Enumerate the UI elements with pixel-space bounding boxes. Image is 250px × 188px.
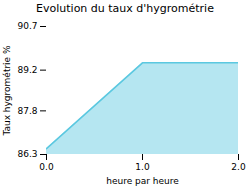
html-text:Evolution du taux d'hygrométri: Evolution du taux d'hygrométrie <box>36 2 214 15</box>
svg-text:Taux hygrométrie %: Taux hygrométrie % <box>2 45 12 137</box>
svg-text:1.0: 1.0 <box>135 162 150 172</box>
svg-text:heure par heure: heure par heure <box>106 176 179 186</box>
svg-text:0.0: 0.0 <box>39 162 54 172</box>
svg-text:89.2: 89.2 <box>17 65 37 75</box>
svg-text:87.8: 87.8 <box>17 106 37 116</box>
svg-text:90.7: 90.7 <box>17 21 37 31</box>
svg-text:86.3: 86.3 <box>17 149 37 159</box>
svg-text:2.0: 2.0 <box>231 162 246 172</box>
